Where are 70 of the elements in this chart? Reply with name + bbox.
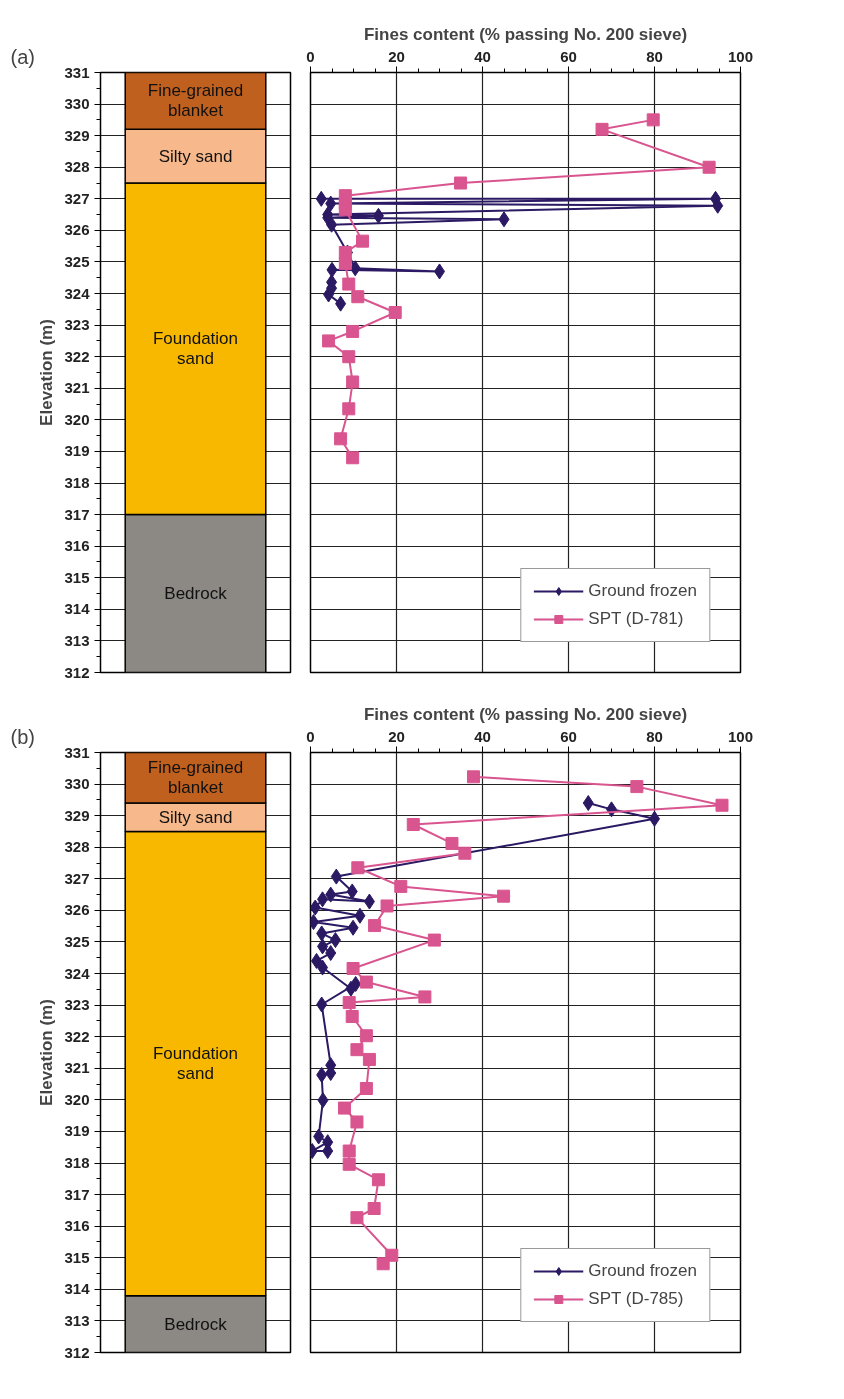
y-tick-label: 323: [64, 316, 90, 334]
x-tick-label: 40: [474, 47, 491, 65]
band-label: Bedrock: [164, 584, 228, 604]
y-tick-label: 329: [64, 126, 90, 144]
x-tick-label: 100: [727, 727, 754, 745]
band-label: Fine-grained blanket: [147, 81, 244, 121]
y-tick-label: 322: [64, 1027, 90, 1045]
y-tick-label: 316: [64, 537, 90, 555]
x-tick-label: 40: [474, 727, 491, 745]
y-tick-label: 331: [64, 743, 90, 761]
y-tick-label: 318: [64, 474, 90, 492]
y-tick-label: 330: [64, 775, 90, 793]
x-tick-label: 60: [560, 727, 577, 745]
band-label: Silty sand: [158, 146, 233, 166]
legend-label: SPT (D-781): [588, 609, 684, 629]
x-tick-label: 20: [388, 727, 405, 745]
legend-label: Ground frozen: [588, 1261, 697, 1281]
band-label: Foundation sand: [152, 1044, 239, 1084]
y-tick-label: 324: [64, 284, 91, 302]
y-tick-label: 325: [64, 252, 90, 270]
y-tick-label: 325: [64, 932, 90, 950]
y-axis-title: Elevation (m): [37, 999, 57, 1106]
band-label: Silty sand: [158, 807, 233, 827]
band-label: Bedrock: [164, 1314, 228, 1334]
x-tick-label: 80: [646, 727, 663, 745]
y-tick-label: 321: [64, 379, 90, 397]
y-tick-label: 319: [64, 442, 90, 460]
legend-label: Ground frozen: [588, 581, 697, 601]
y-tick-label: 328: [64, 158, 90, 176]
y-tick-label: 323: [64, 996, 90, 1014]
y-tick-label: 327: [64, 189, 90, 207]
y-tick-label: 326: [64, 901, 90, 919]
x-axis-title: Fines content (% passing No. 200 sieve): [363, 24, 688, 44]
band-label: Foundation sand: [152, 329, 239, 369]
y-tick-label: 326: [64, 221, 90, 239]
y-tick-label: 319: [64, 1122, 90, 1140]
y-tick-label: 317: [64, 1185, 90, 1203]
y-tick-label: 322: [64, 347, 90, 365]
y-tick-label: 330: [64, 95, 90, 113]
x-tick-label: 0: [306, 47, 315, 65]
y-tick-label: 320: [64, 1090, 90, 1108]
y-tick-label: 313: [64, 631, 90, 649]
y-tick-label: 315: [64, 568, 90, 586]
x-tick-label: 0: [306, 727, 315, 745]
y-tick-label: 324: [64, 964, 91, 982]
text: (b): [10, 725, 35, 748]
y-tick-label: 318: [64, 1154, 90, 1172]
text: (a): [10, 45, 35, 68]
x-tick-label: 20: [388, 47, 405, 65]
y-tick-label: 317: [64, 505, 90, 523]
y-tick-label: 328: [64, 838, 90, 856]
y-tick-label: 320: [64, 410, 90, 428]
y-tick-label: 316: [64, 1217, 90, 1235]
y-tick-label: 331: [64, 63, 90, 81]
y-axis-title: Elevation (m): [37, 319, 57, 426]
x-tick-label: 60: [560, 47, 577, 65]
y-tick-label: 329: [64, 806, 90, 824]
y-tick-label: 314: [64, 600, 91, 618]
x-tick-label: 100: [727, 47, 754, 65]
y-tick-label: 312: [64, 663, 90, 681]
y-tick-label: 315: [64, 1248, 90, 1266]
band-label: Fine-grained blanket: [147, 758, 244, 798]
x-tick-label: 80: [646, 47, 663, 65]
y-tick-label: 321: [64, 1059, 90, 1077]
legend-label: SPT (D-785): [588, 1289, 684, 1309]
y-tick-label: 312: [64, 1343, 90, 1361]
y-tick-label: 313: [64, 1311, 90, 1329]
y-tick-label: 314: [64, 1280, 91, 1298]
x-axis-title: Fines content (% passing No. 200 sieve): [363, 704, 688, 724]
y-tick-label: 327: [64, 869, 90, 887]
